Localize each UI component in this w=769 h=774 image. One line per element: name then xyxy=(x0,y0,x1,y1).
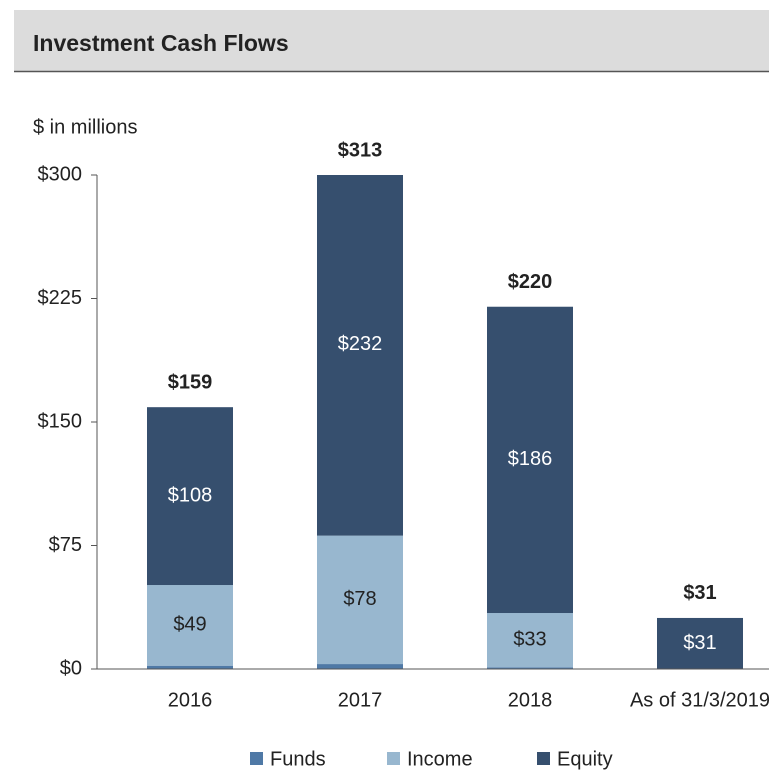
legend-swatch xyxy=(387,752,400,765)
data-label: $31 xyxy=(683,632,716,654)
legend-swatch xyxy=(250,752,263,765)
y-axis-label: $ in millions xyxy=(33,116,137,138)
data-label: $49 xyxy=(173,614,206,636)
data-label: $33 xyxy=(513,628,546,650)
bar-segment xyxy=(147,407,233,586)
bar-segment xyxy=(317,175,403,536)
plot-area xyxy=(147,175,743,669)
chart-title: Investment Cash Flows xyxy=(33,30,289,56)
bar-segment xyxy=(317,664,403,669)
y-tick-label: $0 xyxy=(60,657,82,679)
y-tick-label: $75 xyxy=(49,534,82,556)
x-tick-label: As of 31/3/2019 xyxy=(630,689,769,711)
bar-segment xyxy=(487,613,573,668)
data-label: $186 xyxy=(508,448,553,470)
bar-segment xyxy=(147,585,233,666)
bar-segment xyxy=(317,535,403,665)
bar-segment xyxy=(487,667,573,669)
total-label: $31 xyxy=(683,582,716,604)
y-tick-label: $300 xyxy=(38,163,83,185)
legend-label: Funds xyxy=(270,748,326,770)
header-band xyxy=(14,10,769,71)
x-tick-label: 2018 xyxy=(508,689,553,711)
data-label: $232 xyxy=(338,333,383,355)
legend-label: Income xyxy=(407,748,473,770)
bar-segment xyxy=(147,665,233,669)
total-label: $220 xyxy=(508,271,553,293)
legend-label: Equity xyxy=(557,748,613,770)
x-tick-label: 2016 xyxy=(168,689,213,711)
data-label: $108 xyxy=(168,484,213,506)
bar-segment xyxy=(487,306,573,614)
x-tick-label: 2017 xyxy=(338,689,383,711)
y-tick-label: $225 xyxy=(38,287,83,309)
total-label: $313 xyxy=(338,139,383,161)
y-tick-label: $150 xyxy=(38,410,83,432)
data-label: $78 xyxy=(343,588,376,610)
legend-swatch xyxy=(537,752,550,765)
total-label: $159 xyxy=(168,371,213,393)
bar-segment xyxy=(657,617,743,669)
